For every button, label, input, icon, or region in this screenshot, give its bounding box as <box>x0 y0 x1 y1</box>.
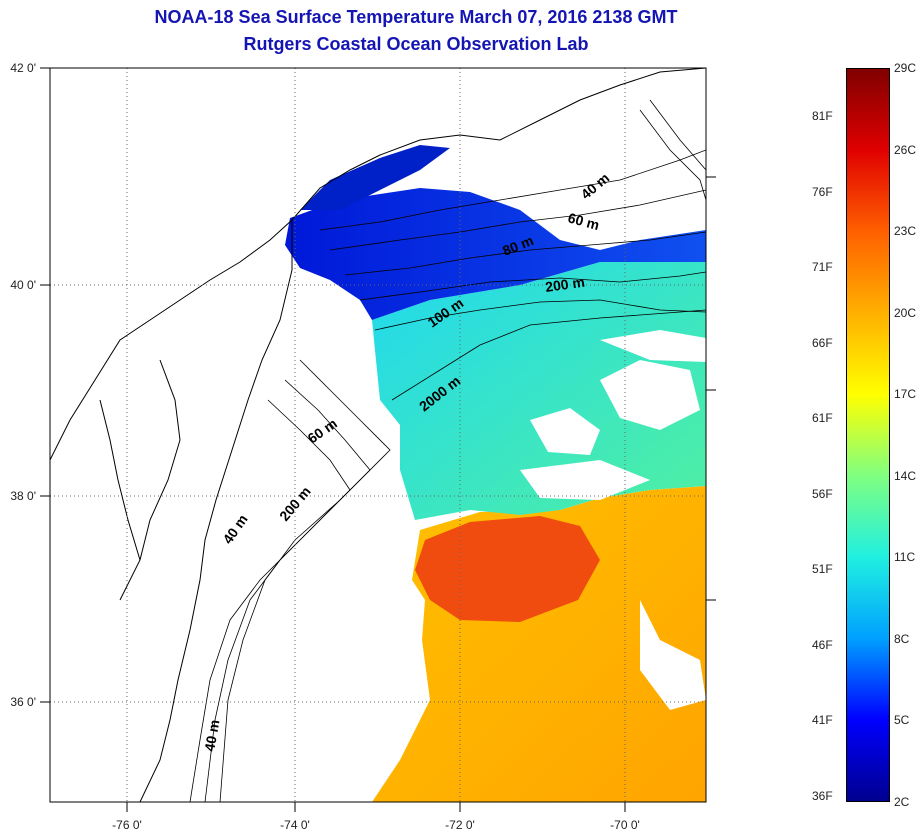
colorbar-celsius-label: 20C <box>894 305 917 320</box>
contour-label: 40 m <box>578 170 613 203</box>
lat-label: 36 0' <box>10 695 36 709</box>
colorbar-celsius-label: 23C <box>894 224 917 239</box>
contour-label: 60 m <box>566 209 601 233</box>
colorbar-celsius-label: 8C <box>894 631 910 646</box>
coastline <box>50 68 706 461</box>
colorbar-fahrenheit-label: 41F <box>812 713 833 728</box>
colorbar-celsius-label: 29C <box>894 61 917 75</box>
cloud-gap <box>520 460 650 500</box>
warm-eddy-region <box>415 516 600 622</box>
cloud-gap <box>530 408 600 455</box>
colorbar <box>846 68 890 802</box>
cloud-gap <box>640 600 706 710</box>
lon-label: -76 0' <box>112 818 142 832</box>
colorbar-fahrenheit-label: 46F <box>812 637 833 652</box>
long-island-cold-water <box>300 145 450 210</box>
coastline-outer <box>139 220 293 802</box>
colorbar-celsius-label: 2C <box>894 795 910 809</box>
colorbar-fahrenheit-label: 61F <box>812 411 833 426</box>
map-subtitle: Rutgers Coastal Ocean Observation Lab <box>243 34 589 54</box>
lat-label: 42 0' <box>10 61 36 75</box>
contour-label: 200 m <box>276 483 314 524</box>
shelf-water-region <box>285 188 706 320</box>
colorbar-celsius-label: 17C <box>894 387 917 402</box>
graticule <box>50 68 706 802</box>
colorbar-fahrenheit-label: 36F <box>812 788 833 803</box>
colorbar-fahrenheit-label: 56F <box>812 486 833 501</box>
colorbar-fahrenheit-label: 51F <box>812 562 833 577</box>
cloud-gap <box>600 330 706 362</box>
bathymetry-contours <box>189 99 706 802</box>
slope-water-region <box>372 258 706 520</box>
chesapeake-bay <box>99 359 181 601</box>
colorbar-fahrenheit-label: 76F <box>812 184 833 199</box>
colorbar-celsius-label: 14C <box>894 468 917 483</box>
lat-label: 40 0' <box>10 278 36 292</box>
colorbar-celsius-label: 26C <box>894 142 917 157</box>
lat-label: 38 0' <box>10 489 36 503</box>
colorbar-celsius-label: 11C <box>894 550 916 565</box>
tick-marks <box>40 67 716 812</box>
contour-label: 200 m <box>544 274 586 295</box>
lon-label: -74 0' <box>280 818 310 832</box>
lon-label: -70 0' <box>610 818 640 832</box>
colorbar-celsius-label: 5C <box>894 713 910 728</box>
map-frame <box>49 67 707 803</box>
lon-label: -72 0' <box>445 818 475 832</box>
map-title: NOAA-18 Sea Surface Temperature March 07… <box>154 7 678 27</box>
colorbar-fahrenheit-label: 81F <box>812 109 833 124</box>
colorbar-fahrenheit-label: 66F <box>812 335 833 350</box>
contour-label: 40 m <box>201 718 222 752</box>
contour-label: 60 m <box>305 415 340 446</box>
contour-label: 40 m <box>219 511 250 546</box>
colorbar-fahrenheit-label: 71F <box>812 260 833 275</box>
